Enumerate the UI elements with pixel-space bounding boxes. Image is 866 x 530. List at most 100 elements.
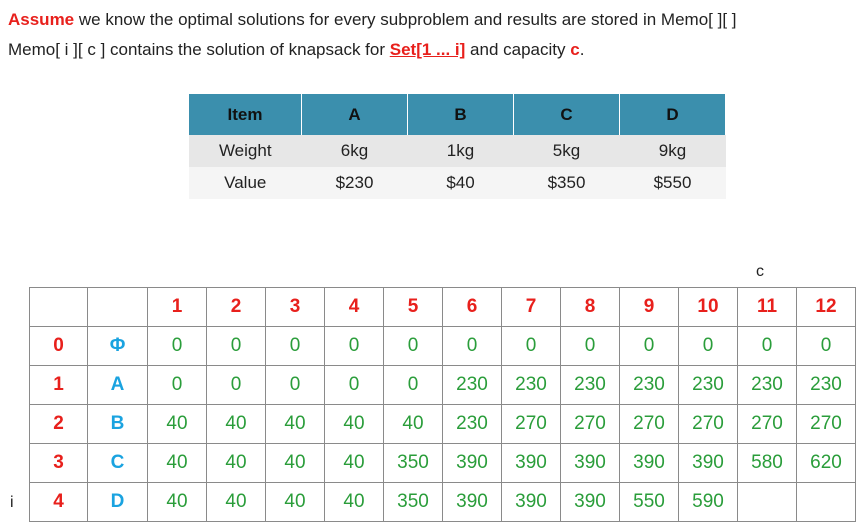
memo-value-cell: 390 (501, 443, 561, 483)
memo-value-cell: 0 (560, 326, 620, 366)
weight-cell: 1kg (407, 135, 514, 167)
capacity-header-cell: 8 (560, 287, 620, 327)
capacity-header-cell: 7 (501, 287, 561, 327)
memo-value-cell: 40 (206, 482, 266, 522)
value-cell: $350 (513, 167, 620, 199)
items-header-row: Item A B C D (189, 94, 726, 135)
weight-row: Weight 6kg 1kg 5kg 9kg (189, 135, 726, 167)
memo-value-cell: 0 (501, 326, 561, 366)
row-item-cell: Φ (87, 326, 148, 366)
memo-value-cell: 390 (619, 443, 679, 483)
memo-value-cell (796, 482, 856, 522)
memo-value-cell: 40 (147, 482, 207, 522)
weight-cell: 5kg (513, 135, 620, 167)
assume-label: Assume (8, 10, 75, 29)
memo-value-cell: 0 (383, 326, 443, 366)
capacity-header-cell: 6 (442, 287, 502, 327)
set-label: Set[1 ... i] (389, 40, 466, 59)
capacity-header-cell: 11 (737, 287, 797, 327)
items-header-cell: B (407, 94, 514, 135)
memo-value-cell: 390 (442, 443, 502, 483)
memo-value-cell: 40 (324, 482, 384, 522)
memo-value-cell: 270 (796, 404, 856, 444)
memo-value-cell: 0 (147, 365, 207, 405)
capacity-header-cell: 1 (147, 287, 207, 327)
row-index-cell: 0 (29, 326, 88, 366)
memo-value-cell: 40 (265, 404, 325, 444)
memo-value-cell: 0 (147, 326, 207, 366)
memo-value-cell: 350 (383, 482, 443, 522)
item-axis-label: i (10, 494, 14, 511)
value-cell: $40 (407, 167, 514, 199)
memo-value-cell: 230 (737, 365, 797, 405)
intro-line-1-text: we know the optimal solutions for every … (74, 10, 737, 29)
memo-value-cell: 390 (442, 482, 502, 522)
memo-value-cell: 0 (265, 326, 325, 366)
memo-value-cell: 230 (796, 365, 856, 405)
row-index-cell: 4 (29, 482, 88, 522)
memo-value-cell: 40 (206, 404, 266, 444)
row-item-cell: B (87, 404, 148, 444)
memo-value-cell: 0 (678, 326, 738, 366)
row-index-cell: 1 (29, 365, 88, 405)
memo-value-cell: 590 (678, 482, 738, 522)
memo-row: 4 D 40 40 40 40 350 390 390 390 550 590 (29, 482, 856, 522)
row-index-cell: 2 (29, 404, 88, 444)
capacity-header-cell: 4 (324, 287, 384, 327)
memo-value-cell: 40 (324, 443, 384, 483)
intro-line-1: Assume we know the optimal solutions for… (8, 10, 737, 30)
capacity-header-cell: 12 (796, 287, 856, 327)
memo-value-cell: 0 (206, 365, 266, 405)
value-cell: Value (189, 167, 302, 199)
intro-line-2-end: . (579, 40, 585, 59)
weight-cell: Weight (189, 135, 302, 167)
capacity-axis-label: c (756, 263, 764, 280)
memo-value-cell: 390 (560, 482, 620, 522)
memo-value-cell: 550 (619, 482, 679, 522)
capacity-header-cell: 9 (619, 287, 679, 327)
memo-value-cell: 390 (501, 482, 561, 522)
memo-value-cell: 40 (265, 443, 325, 483)
memo-value-cell: 390 (678, 443, 738, 483)
memo-value-cell: 0 (265, 365, 325, 405)
intro-line-2-prefix: Memo[ i ][ c ] contains the solution of … (8, 40, 390, 59)
memo-value-cell: 40 (147, 443, 207, 483)
memo-value-cell: 0 (619, 326, 679, 366)
memo-corner-cell (29, 287, 88, 327)
weight-cell: 9kg (619, 135, 726, 167)
memo-value-cell: 230 (442, 404, 502, 444)
memo-value-cell: 0 (796, 326, 856, 366)
memo-value-cell: 40 (324, 404, 384, 444)
memo-value-cell: 0 (324, 326, 384, 366)
items-header-cell: D (619, 94, 726, 135)
items-table: Item A B C D Weight 6kg 1kg 5kg 9kg Valu… (189, 94, 726, 199)
memo-value-cell: 270 (619, 404, 679, 444)
items-header-cell: C (513, 94, 620, 135)
value-row: Value $230 $40 $350 $550 (189, 167, 726, 199)
memo-value-cell: 580 (737, 443, 797, 483)
memo-row: 3 C 40 40 40 40 350 390 390 390 390 390 580 620 (29, 443, 856, 483)
memo-value-cell: 0 (324, 365, 384, 405)
row-item-cell: D (87, 482, 148, 522)
memo-corner-cell (87, 287, 148, 327)
memo-value-cell: 0 (383, 365, 443, 405)
memo-value-cell: 270 (501, 404, 561, 444)
memo-value-cell: 390 (560, 443, 620, 483)
memo-value-cell: 230 (442, 365, 502, 405)
items-header-cell: A (301, 94, 408, 135)
memo-value-cell: 620 (796, 443, 856, 483)
memo-row: 2 B 40 40 40 40 40 230 270 270 270 270 270 270 (29, 404, 856, 444)
row-item-cell: A (87, 365, 148, 405)
memo-value-cell: 0 (442, 326, 502, 366)
intro-line-2-mid: and capacity (465, 40, 571, 59)
memo-value-cell: 230 (501, 365, 561, 405)
memo-value-cell: 350 (383, 443, 443, 483)
memo-value-cell: 40 (383, 404, 443, 444)
row-index-cell: 3 (29, 443, 88, 483)
capacity-header-cell: 2 (206, 287, 266, 327)
row-item-cell: C (87, 443, 148, 483)
memo-value-cell: 270 (737, 404, 797, 444)
value-cell: $230 (301, 167, 408, 199)
memo-value-cell: 230 (678, 365, 738, 405)
